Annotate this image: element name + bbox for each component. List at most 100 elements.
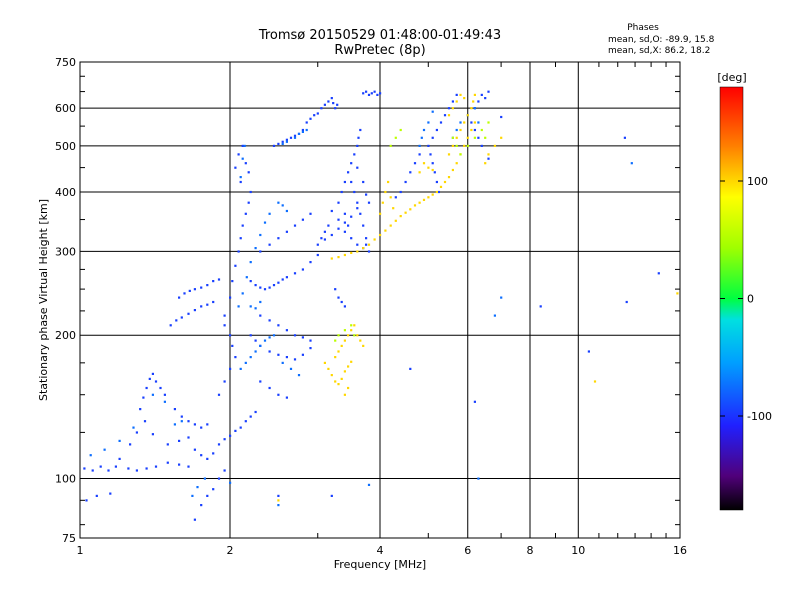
data-point-1-14 bbox=[249, 261, 252, 264]
data-point-3-5 bbox=[451, 136, 454, 139]
data-point-0-119 bbox=[285, 396, 288, 399]
data-point-2-40 bbox=[379, 212, 382, 215]
data-point-2-4 bbox=[356, 250, 359, 253]
data-point-0-111 bbox=[277, 353, 280, 356]
x-tick-label-2: 4 bbox=[377, 544, 384, 557]
data-point-2-33 bbox=[455, 136, 458, 139]
data-point-0-74 bbox=[234, 356, 237, 359]
data-point-2-51 bbox=[340, 377, 343, 380]
data-point-0-98 bbox=[268, 286, 271, 289]
data-point-0-154 bbox=[362, 224, 365, 227]
data-point-0-185 bbox=[323, 103, 326, 106]
data-point-2-10 bbox=[389, 224, 392, 227]
data-point-3-10 bbox=[480, 128, 483, 132]
colorbar-ticks: 100 0 -100 bbox=[720, 175, 772, 423]
x-tick-label-4: 8 bbox=[527, 544, 534, 557]
data-point-0-187 bbox=[330, 97, 333, 100]
data-point-2-49 bbox=[334, 380, 337, 383]
data-point-0-150 bbox=[350, 180, 353, 184]
data-point-3-4 bbox=[353, 334, 356, 337]
data-point-2-27 bbox=[463, 144, 466, 147]
data-point-1-59 bbox=[477, 477, 480, 480]
data-point-3-14 bbox=[394, 136, 397, 139]
data-point-0-211 bbox=[429, 153, 432, 156]
data-point-0-123 bbox=[285, 329, 288, 332]
data-point-2-55 bbox=[334, 356, 337, 359]
data-point-1-41 bbox=[243, 144, 246, 147]
data-point-0-190 bbox=[336, 103, 339, 106]
data-point-0-106 bbox=[316, 253, 319, 257]
data-point-1-11 bbox=[237, 305, 240, 308]
data-point-0-176 bbox=[343, 305, 346, 308]
data-point-0-16 bbox=[129, 443, 132, 446]
data-point-0-207 bbox=[455, 93, 458, 96]
data-point-0-203 bbox=[439, 121, 443, 124]
data-point-2-24 bbox=[451, 168, 454, 172]
data-point-0-108 bbox=[254, 339, 257, 342]
data-point-2-12 bbox=[399, 215, 402, 218]
data-point-2-20 bbox=[435, 190, 438, 194]
data-point-0-38 bbox=[148, 377, 151, 380]
stats-header: Phases bbox=[627, 23, 659, 33]
data-point-0-192 bbox=[309, 117, 312, 120]
data-point-0-72 bbox=[229, 334, 232, 337]
data-point-0-200 bbox=[293, 134, 297, 137]
data-point-0-46 bbox=[193, 423, 196, 426]
x-tick-label-0: 1 bbox=[77, 544, 84, 557]
data-point-1-60 bbox=[277, 504, 280, 507]
data-point-0-2 bbox=[99, 465, 102, 468]
data-point-2-46 bbox=[323, 361, 326, 364]
data-point-2-77 bbox=[484, 162, 487, 165]
data-point-1-38 bbox=[305, 128, 308, 132]
data-point-0-167 bbox=[367, 201, 371, 204]
data-point-0-163 bbox=[320, 237, 323, 240]
y-tick-label-4: 400 bbox=[55, 186, 76, 199]
data-point-0-155 bbox=[365, 237, 368, 240]
data-point-0-182 bbox=[376, 93, 379, 96]
data-point-0-141 bbox=[337, 201, 340, 204]
data-point-0-118 bbox=[277, 393, 280, 396]
data-point-0-234 bbox=[277, 494, 280, 497]
data-point-0-169 bbox=[350, 237, 353, 240]
data-point-0-175 bbox=[340, 300, 343, 304]
data-point-2-78 bbox=[493, 144, 496, 147]
data-point-0-116 bbox=[259, 380, 262, 383]
data-point-0-42 bbox=[163, 393, 166, 396]
data-point-0-209 bbox=[431, 136, 434, 139]
data-point-1-42 bbox=[249, 305, 252, 308]
data-point-0-50 bbox=[200, 504, 203, 507]
y-tick-label-3: 300 bbox=[55, 245, 76, 258]
data-point-1-5 bbox=[163, 400, 166, 403]
data-point-0-75 bbox=[229, 367, 232, 370]
data-point-0-87 bbox=[249, 190, 252, 194]
data-point-0-68 bbox=[206, 284, 209, 287]
data-point-2-71 bbox=[463, 97, 466, 100]
data-point-0-197 bbox=[281, 140, 284, 143]
x-tick-label-6: 16 bbox=[673, 544, 687, 557]
y-axis-label: Stationary phase Virtual Height [km] bbox=[37, 199, 50, 401]
data-point-2-80 bbox=[277, 499, 280, 502]
data-point-0-90 bbox=[237, 153, 240, 156]
data-point-0-92 bbox=[244, 162, 247, 165]
data-point-0-20 bbox=[166, 443, 169, 446]
data-point-0-152 bbox=[356, 201, 359, 204]
data-point-1-29 bbox=[272, 334, 276, 337]
data-point-2-62 bbox=[356, 334, 359, 337]
data-point-0-173 bbox=[334, 288, 337, 291]
data-point-0-239 bbox=[539, 305, 542, 308]
data-point-0-220 bbox=[399, 190, 402, 194]
data-point-0-202 bbox=[301, 128, 304, 132]
data-point-0-225 bbox=[484, 97, 487, 100]
data-point-0-117 bbox=[268, 386, 271, 390]
data-point-0-126 bbox=[309, 339, 312, 342]
data-point-3-11 bbox=[484, 136, 487, 139]
data-point-0-223 bbox=[477, 100, 480, 103]
data-point-0-122 bbox=[277, 324, 280, 327]
chart-title: Tromsø 20150529 01:48:00-01:49:43 bbox=[258, 28, 501, 43]
data-point-0-183 bbox=[379, 92, 382, 95]
data-point-0-149 bbox=[359, 128, 362, 132]
data-point-0-81 bbox=[234, 264, 237, 267]
data-point-0-186 bbox=[327, 100, 330, 103]
data-point-0-9 bbox=[166, 461, 169, 464]
